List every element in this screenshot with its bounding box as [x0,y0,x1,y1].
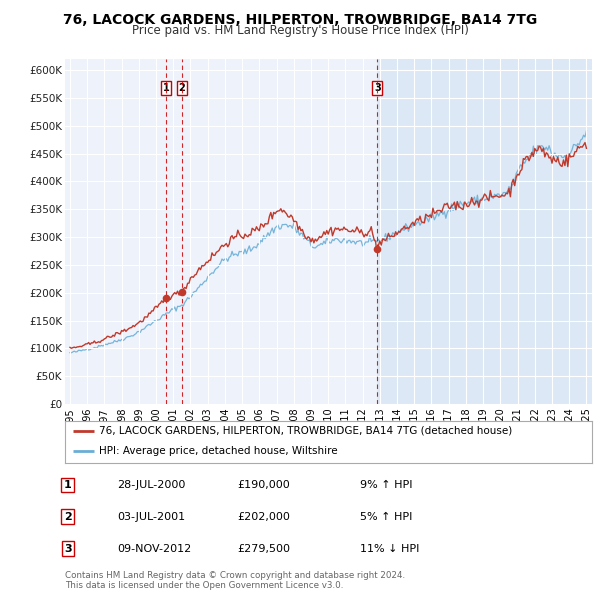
Text: 03-JUL-2001: 03-JUL-2001 [117,512,185,522]
Text: 28-JUL-2000: 28-JUL-2000 [117,480,185,490]
Text: 3: 3 [374,83,380,93]
Bar [377,59,592,404]
Text: 5% ↑ HPI: 5% ↑ HPI [360,512,412,522]
Text: £202,000: £202,000 [237,512,290,522]
Text: 2: 2 [178,83,185,93]
Text: 9% ↑ HPI: 9% ↑ HPI [360,480,413,490]
Text: 11% ↓ HPI: 11% ↓ HPI [360,544,419,553]
Text: £190,000: £190,000 [237,480,290,490]
Text: 3: 3 [64,544,71,553]
Text: 76, LACOCK GARDENS, HILPERTON, TROWBRIDGE, BA14 7TG: 76, LACOCK GARDENS, HILPERTON, TROWBRIDG… [63,13,537,27]
Text: 76, LACOCK GARDENS, HILPERTON, TROWBRIDGE, BA14 7TG (detached house): 76, LACOCK GARDENS, HILPERTON, TROWBRIDG… [99,426,512,436]
Text: 1: 1 [163,83,169,93]
Text: HPI: Average price, detached house, Wiltshire: HPI: Average price, detached house, Wilt… [99,446,338,456]
Text: 2: 2 [64,512,71,522]
Text: Contains HM Land Registry data © Crown copyright and database right 2024.
This d: Contains HM Land Registry data © Crown c… [65,571,405,590]
Text: 09-NOV-2012: 09-NOV-2012 [117,544,191,553]
Text: £279,500: £279,500 [237,544,290,553]
Text: 1: 1 [64,480,71,490]
Text: Price paid vs. HM Land Registry's House Price Index (HPI): Price paid vs. HM Land Registry's House … [131,24,469,37]
